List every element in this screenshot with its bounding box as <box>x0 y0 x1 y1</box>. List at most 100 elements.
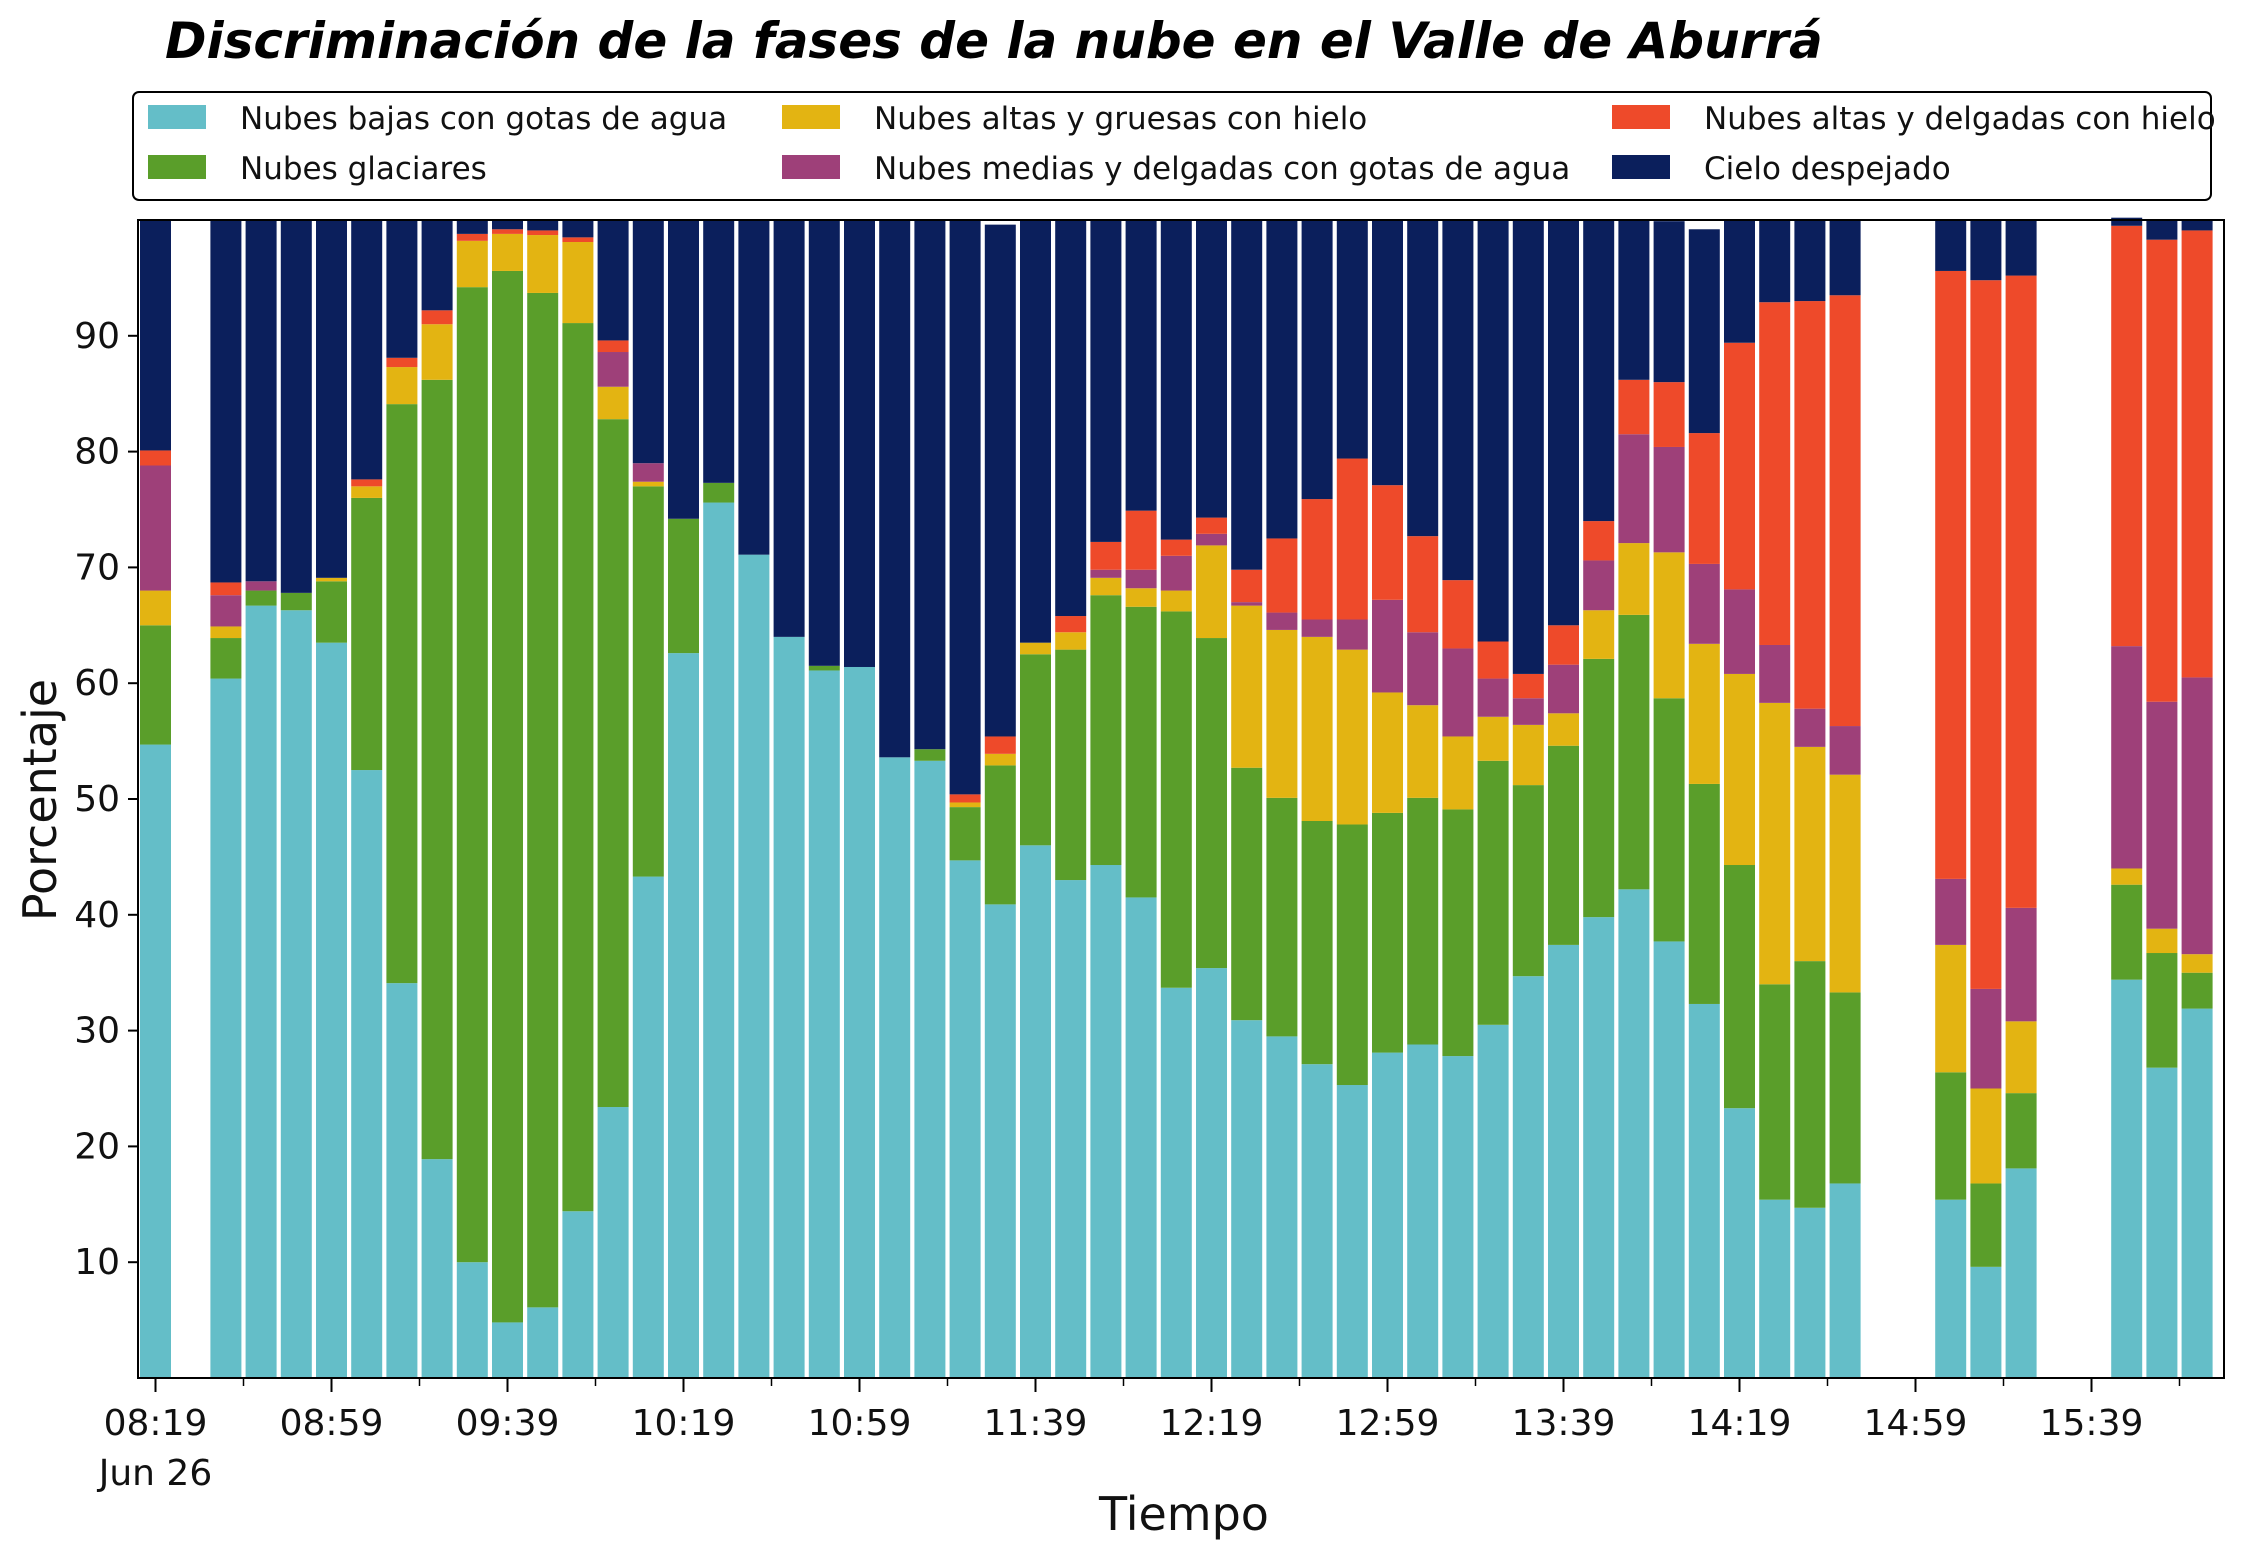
bar-segment <box>2111 217 2143 226</box>
bar-segment <box>1266 612 1298 630</box>
y-tick-label: 10 <box>74 1242 120 1283</box>
bar-segment <box>245 590 277 606</box>
bar-segment <box>949 794 981 803</box>
bar-segment <box>1935 878 1967 945</box>
bar-segment <box>1759 702 1791 985</box>
legend: Nubes bajas con gotas de agua Nubes glaci… <box>132 91 2216 201</box>
bar-segment <box>738 554 770 1378</box>
bar-segment <box>1970 1088 2002 1184</box>
x-tick-label: 08:59 <box>280 1403 384 1444</box>
bar-segment <box>1759 302 1791 645</box>
bar-segment <box>2146 220 2178 240</box>
bar-segment <box>456 240 488 288</box>
legend-swatch <box>148 105 206 129</box>
x-axis: 08:19 08:59 09:39 10:19 10:59 11:39 12:19 12:59… <box>97 1378 2181 1494</box>
bar-segment <box>914 220 946 750</box>
bar-segment <box>1935 1072 1967 1200</box>
bar-segment <box>456 220 488 234</box>
bar-segment <box>1407 536 1439 633</box>
bar-segment <box>668 653 699 1378</box>
bar-segment <box>1196 533 1227 546</box>
bar-segment <box>245 220 277 582</box>
bar-segment <box>984 753 1016 766</box>
bar-segment <box>1724 342 1755 590</box>
bar-segment <box>140 465 171 591</box>
legend-label: Nubes glaciares <box>240 151 487 187</box>
bar-segment <box>597 419 629 1108</box>
bar-segment <box>1336 1085 1368 1378</box>
bar-segment <box>1090 541 1122 570</box>
bar-segment <box>1829 1183 1861 1378</box>
bar-segment <box>2005 275 2037 908</box>
bar-segment <box>2181 972 2213 1009</box>
x-tick-label: 09:39 <box>456 1403 560 1444</box>
bar-segment <box>2146 953 2178 1068</box>
bar-segment <box>1231 602 1263 606</box>
y-tick-label: 60 <box>74 663 120 704</box>
bar-segment <box>668 518 699 654</box>
bar-segment <box>562 237 594 243</box>
bar-segment <box>351 220 383 480</box>
bar-segment <box>2181 230 2213 678</box>
bar-segment <box>1090 865 1122 1378</box>
bar-segment <box>1020 654 1051 846</box>
bar-segment <box>1090 595 1122 866</box>
bar-segment <box>140 450 171 466</box>
bar-segment <box>1477 716 1509 761</box>
bar-segment <box>351 770 383 1378</box>
bar-segment <box>1301 1064 1333 1378</box>
bar-segment <box>527 292 559 1308</box>
bar-segment <box>1055 220 1087 617</box>
bar-segment <box>492 229 523 234</box>
bar-segment <box>808 670 840 1378</box>
bar-segment <box>1618 379 1650 435</box>
bar-segment <box>1548 625 1579 665</box>
bar-segment <box>1125 897 1157 1378</box>
bar-segment <box>2111 225 2143 647</box>
bar-segment <box>1829 295 1861 727</box>
bar-segment <box>1829 220 1861 296</box>
bar-segment <box>456 1262 488 1378</box>
bar-segment <box>1724 1108 1755 1378</box>
bar-segment <box>1970 1266 2002 1378</box>
bar-segment <box>1653 446 1685 553</box>
bar-segment <box>949 860 981 1378</box>
bar-segment <box>386 404 418 984</box>
bar-segment <box>1583 220 1615 522</box>
bar-segment <box>2111 868 2143 885</box>
bar-segment <box>245 581 277 591</box>
bar-segment <box>2005 907 2037 1022</box>
bar-segment <box>1442 1056 1474 1378</box>
bar-segment <box>1724 673 1755 866</box>
bar-segment <box>1442 736 1474 810</box>
bar-segment <box>1512 698 1544 725</box>
bar-segment <box>1055 632 1087 650</box>
bar-segment <box>1160 987 1192 1378</box>
bar-segment <box>1583 610 1615 659</box>
legend-label: Cielo despejado <box>1704 151 1951 187</box>
bar-segment <box>1829 774 1861 993</box>
bar-segment <box>1618 543 1650 615</box>
bar-segment <box>1266 797 1298 1037</box>
bar-segment <box>245 605 277 1378</box>
bar-segment <box>1160 220 1192 540</box>
y-axis-title: Porcentaje <box>13 679 67 921</box>
bar-segment <box>1407 220 1439 537</box>
bar-segment <box>1020 845 1051 1378</box>
bar-segment <box>844 220 875 667</box>
bar-segment <box>1724 220 1755 343</box>
bar-segment <box>1266 220 1298 539</box>
bar-segment <box>1653 221 1685 383</box>
bar-segment <box>1125 569 1157 589</box>
bar-segment <box>1336 619 1368 650</box>
bar-segment <box>2181 1008 2213 1378</box>
bar-segment <box>1266 538 1298 613</box>
bar-segment <box>1301 619 1333 637</box>
legend-swatch <box>782 155 840 179</box>
bar-segment <box>1160 555 1192 591</box>
bar-segment <box>1724 589 1755 674</box>
bar-segment <box>1829 726 1861 775</box>
bar-segment <box>879 220 911 758</box>
bar-segment <box>2181 954 2213 973</box>
bar-segment <box>1442 220 1474 581</box>
